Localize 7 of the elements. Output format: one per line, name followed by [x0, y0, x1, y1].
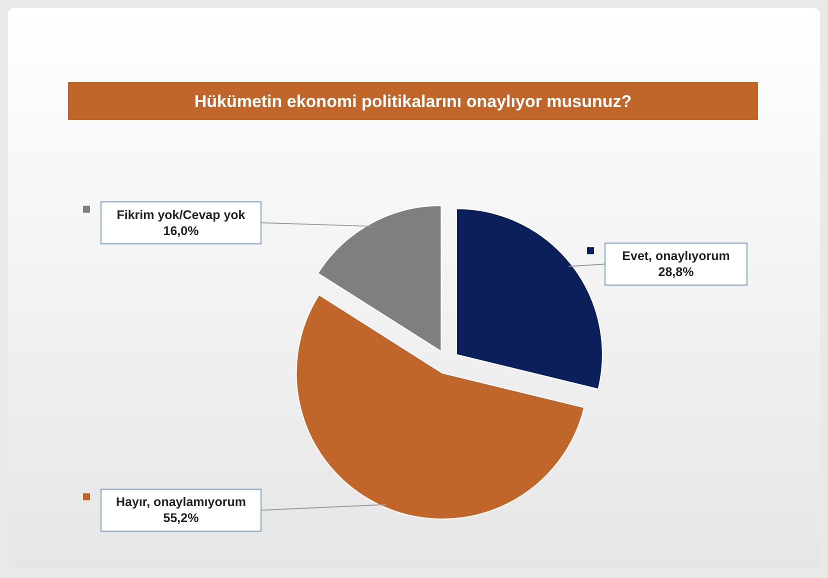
- data-label: 28,8%: [658, 265, 694, 280]
- data-label: 55,2%: [163, 511, 199, 526]
- chart-title: Hükümetin ekonomi politikalarını onaylıyor musunuz?: [194, 92, 632, 111]
- data-label: 16,0%: [163, 224, 199, 238]
- legend-label: Fikrim yok/Cevap yok: [116, 208, 246, 222]
- legend-label: Evet, onaylıyorum: [622, 249, 730, 264]
- slice-label: Hayır, onaylamıyorum: [116, 495, 246, 510]
